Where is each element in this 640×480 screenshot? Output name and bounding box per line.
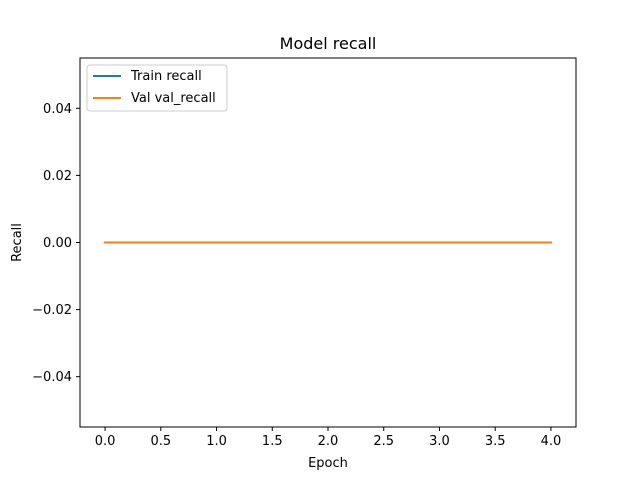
legend-label-val: Val val_recall — [131, 91, 216, 106]
x-tick-label: 3.5 — [485, 434, 506, 449]
x-tick-label: 1.5 — [262, 434, 283, 449]
legend-label-train: Train recall — [130, 69, 202, 84]
x-tick-label: 2.5 — [373, 434, 394, 449]
x-tick-label: 3.0 — [429, 434, 450, 449]
x-tick-label: 1.0 — [206, 434, 227, 449]
x-tick-label: 0.5 — [150, 434, 171, 449]
legend: Train recall Val val_recall — [86, 64, 228, 112]
y-axis-label: Recall — [10, 223, 25, 262]
x-tick-label: 2.0 — [318, 434, 339, 449]
y-tick-label: 0.00 — [43, 236, 72, 251]
y-tick-label: 0.04 — [43, 102, 72, 117]
y-tick-label: −0.02 — [32, 303, 72, 318]
x-tick-label: 0.0 — [95, 434, 116, 449]
legend-box — [86, 64, 228, 112]
x-axis: 0.0 0.5 1.0 1.5 2.0 2.5 3.0 3.5 4.0 — [95, 427, 562, 449]
chart-title: Model recall — [280, 34, 377, 53]
y-tick-label: −0.04 — [32, 370, 72, 385]
x-axis-label: Epoch — [308, 456, 348, 471]
y-axis: −0.04 −0.02 0.00 0.02 0.04 — [32, 102, 80, 385]
x-tick-label: 4.0 — [541, 434, 562, 449]
y-tick-label: 0.02 — [43, 169, 72, 184]
